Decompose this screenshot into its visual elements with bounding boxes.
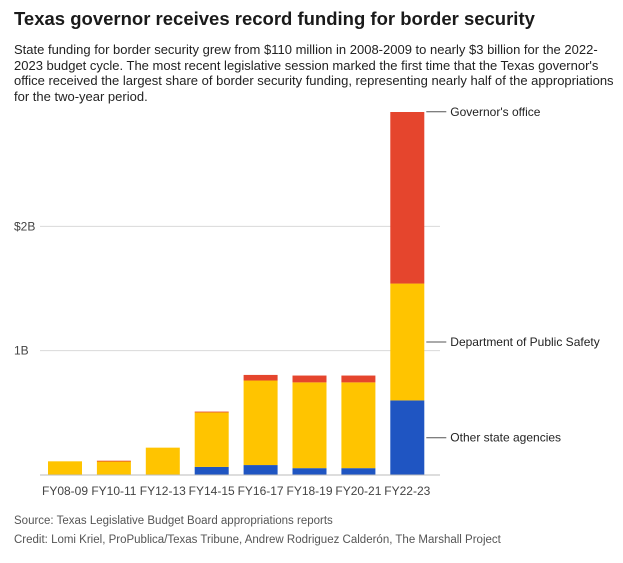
bar-dps-fy14-15 [194, 412, 229, 467]
bar-other-fy16-17 [243, 465, 278, 475]
bar-dps-fy22-23 [390, 283, 425, 401]
bar-other-fy14-15 [194, 466, 229, 475]
x-tick-label: FY08-09 [42, 484, 88, 498]
bar-other-fy18-19 [292, 468, 327, 475]
chart-title: Texas governor receives record funding f… [14, 8, 535, 29]
gridlines: 1B $2B [14, 219, 440, 358]
x-tick-label: FY10-11 [91, 484, 136, 498]
x-tick-label: FY12-13 [140, 484, 186, 498]
source-note: Source: Texas Legislative Budget Board a… [14, 515, 333, 527]
legend-label-dps: Department of Public Safety [450, 335, 599, 349]
bar-governor-fy14-15 [194, 411, 229, 413]
x-axis: FY08-09 FY10-11 FY12-13 FY14-15 FY16-17 FY18-… [40, 474, 440, 498]
bar-governor-fy18-19 [292, 375, 327, 383]
stacked-bar-chart: 1B $2B FY08-09 FY10-11 FY12-13 FY14-15 FY16-1… [14, 105, 600, 498]
bar-dps-fy12-13 [145, 447, 180, 475]
bar-governor-fy16-17 [243, 374, 278, 381]
x-tick-label: FY20-21 [335, 484, 381, 498]
y-tick-label: 1B [14, 344, 29, 358]
x-tick-label: FY14-15 [189, 484, 235, 498]
bar-other-fy22-23 [390, 400, 425, 475]
bars [48, 112, 425, 475]
y-tick-label: $2B [14, 219, 35, 233]
x-tick-label: FY22-23 [384, 484, 430, 498]
credit-note: Credit: Lomi Kriel, ProPublica/Texas Tri… [14, 534, 501, 546]
bar-dps-fy08-09 [48, 461, 82, 475]
legend: Governor's office Department of Public Sa… [426, 105, 600, 445]
bar-governor-fy10-11 [96, 460, 131, 462]
bar-other-fy20-21 [341, 468, 376, 475]
bar-dps-fy20-21 [341, 382, 376, 469]
legend-label-governor: Governor's office [450, 105, 540, 119]
legend-label-other: Other state agencies [450, 431, 561, 445]
x-tick-label: FY18-19 [286, 484, 332, 498]
bar-governor-fy22-23 [390, 112, 425, 284]
x-tick-label: FY16-17 [238, 484, 284, 498]
bar-dps-fy16-17 [243, 380, 278, 466]
bar-governor-fy20-21 [341, 375, 376, 383]
bar-dps-fy18-19 [292, 382, 327, 469]
bar-dps-fy10-11 [96, 461, 131, 475]
chart-subtitle: State funding for border security grew f… [14, 42, 614, 104]
